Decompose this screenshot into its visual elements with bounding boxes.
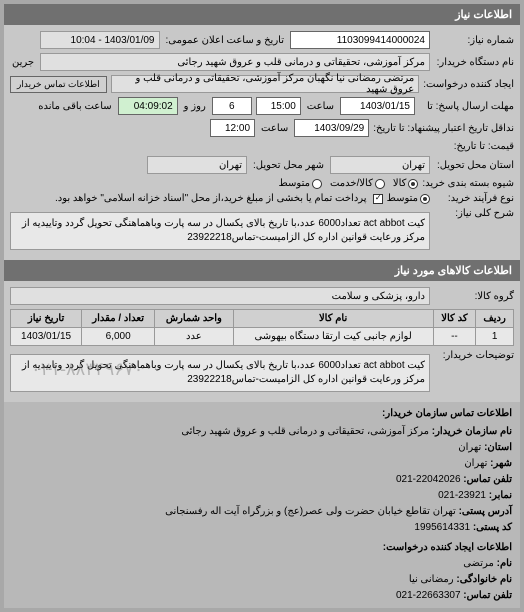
- table-header: تعداد / مقدار: [82, 310, 155, 328]
- table-row: 1 -- لوازم جانبی کیت ارتقا دستگاه بیهوشی…: [11, 328, 514, 346]
- remain-label: ساعت باقی مانده: [36, 101, 113, 112]
- creator-title: اطلاعات ایجاد کننده درخواست:: [12, 540, 512, 556]
- contact-fax-label: نمابر:: [489, 490, 512, 501]
- payment-option-0[interactable]: متوسط: [387, 193, 430, 204]
- contact-org: مرکز آموزشی، تحقیقاتی و درمانی قلب و عرو…: [181, 426, 429, 437]
- deadline-label: مهلت ارسال پاسخ: تا: [419, 101, 514, 112]
- contact-postal-label: کد پستی:: [473, 522, 512, 533]
- notes-label: توضیحات خریدار:: [434, 350, 514, 361]
- contact-org-label: نام سازمان خریدار:: [432, 426, 512, 437]
- sub-buyer-label: جرين: [10, 57, 36, 68]
- payment-label: نوع فرآیند خرید:: [434, 193, 514, 204]
- radio-icon: [408, 179, 418, 189]
- remain-days-label: روز و: [182, 101, 208, 112]
- group-value: دارو، پزشکی و سلامت: [10, 287, 430, 305]
- contact-city: تهران: [464, 458, 487, 469]
- requester-label: ایجاد کننده درخواست:: [423, 79, 514, 90]
- deadline-time: 15:00: [256, 97, 301, 115]
- credit-time-label: ساعت: [259, 123, 290, 134]
- notes-text: کیت act abbot تعداد6000 عدد،با تاریخ بال…: [10, 354, 430, 392]
- request-number: 1103099414000024: [290, 31, 430, 49]
- section1-header: اطلاعات نیاز: [4, 4, 520, 25]
- creator-name-label: نام:: [497, 558, 512, 569]
- contact-fax: 23921-021: [438, 490, 486, 501]
- table-header: ردیف: [476, 310, 514, 328]
- table-header: واحد شمارش: [155, 310, 233, 328]
- payment-note: پرداخت تمام یا بخشی از مبلغ خرید،از محل …: [53, 193, 369, 204]
- delivery-city-label: شهر محل تحویل:: [251, 160, 326, 171]
- remain-time: 04:09:02: [118, 97, 178, 115]
- contact-address-label: آدرس پستی:: [459, 506, 512, 517]
- budget-option-0[interactable]: کالا: [393, 178, 419, 189]
- delivery-state-label: استان محل تحویل:: [434, 160, 514, 171]
- table-header: کد کالا: [433, 310, 476, 328]
- budget-label: شیوه بسته بندی خرید:: [422, 178, 514, 189]
- deadline-time-label: ساعت: [305, 101, 336, 112]
- radio-icon: [375, 179, 385, 189]
- credit-date: 1403/09/29: [294, 119, 369, 137]
- budget-option-1[interactable]: کالا/خدمت: [330, 178, 385, 189]
- deadline-date: 1403/01/15: [340, 97, 415, 115]
- contact-phone-label: تلفن تماس:: [463, 474, 512, 485]
- contact-postal: 1995614331: [414, 522, 470, 533]
- buyer-name: مرکز آموزشی، تحقیقاتی و درمانی قلب و عرو…: [40, 53, 430, 71]
- public-date: 1403/01/09 - 10:04: [40, 31, 160, 49]
- table-header: تاریخ نیاز: [11, 310, 82, 328]
- contact-buyer-button[interactable]: اطلاعات تماس خریدار: [10, 76, 107, 93]
- buyer-name-label: نام دستگاه خریدار:: [434, 57, 514, 68]
- request-number-label: شماره نیاز:: [434, 35, 514, 46]
- contact-state: تهران: [458, 442, 481, 453]
- table-header: نام کالا: [233, 310, 433, 328]
- public-date-label: تاریخ و ساعت اعلان عمومی:: [164, 35, 287, 46]
- delivery-city: تهران: [147, 156, 247, 174]
- contact-state-label: استان:: [484, 442, 512, 453]
- payment-checkbox[interactable]: [373, 194, 383, 204]
- requester-name: مرتضی رمضانی نیا نگهبان مرکز آموزشی، تحق…: [111, 75, 420, 93]
- radio-icon: [420, 194, 430, 204]
- delivery-state: تهران: [330, 156, 430, 174]
- contact-phone: 22042026-021: [396, 474, 461, 485]
- section2-header: اطلاعات کالاهای مورد نیاز: [4, 260, 520, 281]
- contact-section-title: اطلاعات تماس سازمان خریدار:: [12, 406, 512, 422]
- radio-icon: [312, 179, 322, 189]
- creator-phone: 22663307-021: [396, 590, 461, 601]
- contact-city-label: شهر:: [490, 458, 512, 469]
- contact-address: تهران تقاطع خیابان حضرت ولی عصر(عج) و بز…: [165, 506, 456, 517]
- budget-option-2[interactable]: متوسط: [279, 178, 322, 189]
- creator-phone-label: تلفن تماس:: [463, 590, 512, 601]
- remain-days: 6: [212, 97, 252, 115]
- price-label: قیمت: تا تاریخ:: [419, 141, 514, 152]
- desc-text: کیت act abbot تعداد6000 عدد،با تاریخ بال…: [10, 212, 430, 250]
- items-table: ردیف کد کالا نام کالا واحد شمارش تعداد /…: [10, 309, 514, 346]
- credit-label: نداقل تاریخ اعتبار پیشنهاد: تا تاریخ:: [373, 123, 514, 134]
- creator-name: مرتضی: [463, 558, 494, 569]
- credit-time: 12:00: [210, 119, 255, 137]
- desc-label: شرح کلی نیاز:: [434, 208, 514, 219]
- group-label: گروه کالا:: [434, 291, 514, 302]
